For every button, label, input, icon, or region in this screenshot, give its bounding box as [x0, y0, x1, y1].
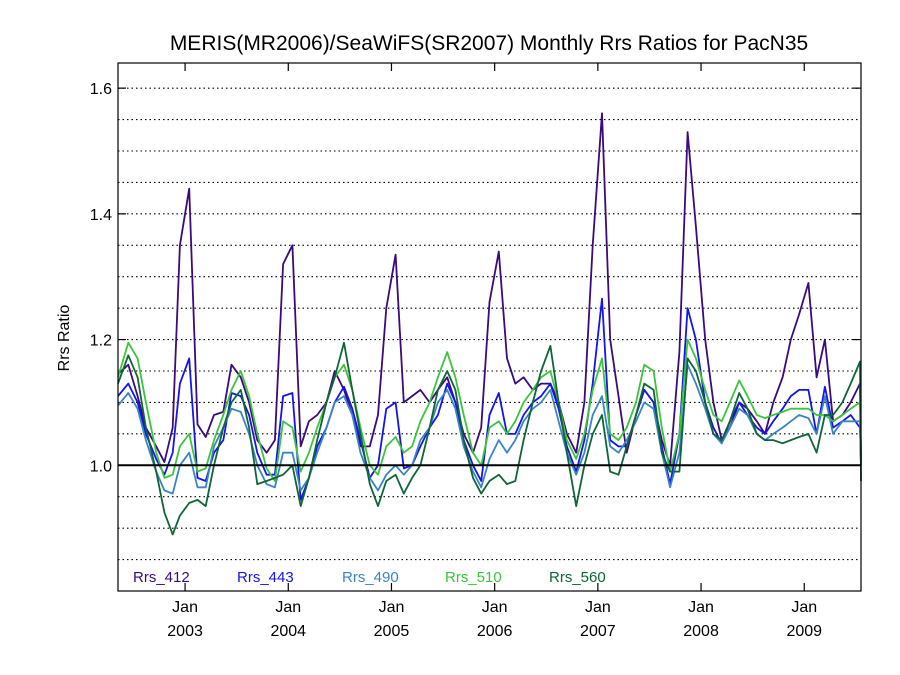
legend: Rrs_412 Rrs_443 Rrs_490 Rrs_510 Rrs_560 [133, 569, 606, 586]
series-line-rrs-560 [117, 341, 862, 536]
legend-entry-rrs-560: Rrs_560 [549, 569, 606, 586]
x-tick-label-month: Jan [379, 599, 405, 616]
x-tick-label-month: Jan [688, 599, 714, 616]
legend-entry-rrs-443: Rrs_443 [237, 569, 294, 586]
x-tick-label-year: 2004 [270, 623, 306, 640]
y-axis-label: Rrs Ratio [56, 305, 73, 372]
y-tick-label: 1.4 [90, 207, 112, 224]
x-tick-label-month: Jan [482, 599, 508, 616]
x-tick-label-year: 2005 [374, 623, 410, 640]
legend-entry-rrs-490: Rrs_490 [342, 569, 399, 586]
x-tick-label-year: 2007 [580, 623, 616, 640]
x-tick-label-month: Jan [585, 599, 611, 616]
axis-ticks: 1.0 1.2 1.4 1.6 Jan 2003 Jan 2004 Jan 2005 Jan 2006… [90, 63, 861, 640]
plot-frame [117, 62, 862, 592]
x-tick-label-month: Jan [172, 599, 198, 616]
legend-entry-rrs-510: Rrs_510 [445, 569, 502, 586]
series-lines [117, 112, 862, 536]
series-line-rrs-510 [117, 338, 862, 482]
x-tick-label-year: 2009 [786, 623, 822, 640]
series-line-rrs-412 [117, 112, 862, 467]
x-tick-label-year: 2008 [683, 623, 719, 640]
x-tick-label-month: Jan [275, 599, 301, 616]
chart-title: MERIS(MR2006)/SeaWiFS(SR2007) Monthly Rr… [170, 32, 808, 55]
gridlines [118, 87, 861, 561]
y-tick-label: 1.6 [90, 81, 112, 98]
x-tick-label-year: 2006 [477, 623, 513, 640]
x-tick-label-year: 2003 [167, 623, 203, 640]
y-tick-label: 1.2 [90, 333, 112, 350]
series-line-rrs-490 [117, 363, 862, 495]
legend-entry-rrs-412: Rrs_412 [133, 569, 190, 586]
y-tick-label: 1.0 [90, 458, 112, 475]
x-tick-label-month: Jan [791, 599, 817, 616]
